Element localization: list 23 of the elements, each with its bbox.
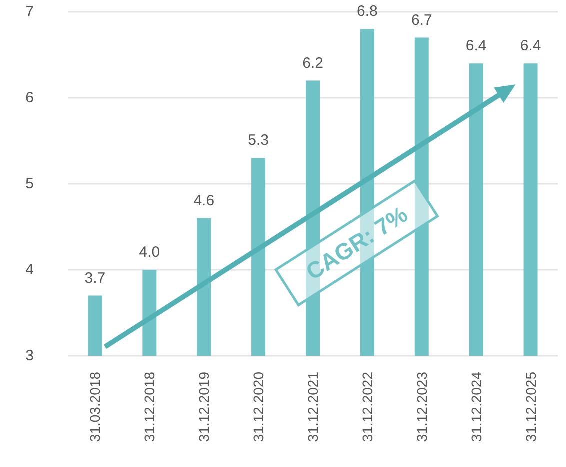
data-label: 6.8 (357, 3, 378, 20)
y-tick-label: 6 (26, 90, 34, 106)
x-tick-label: 31.12.2022 (359, 372, 376, 442)
data-label: 5.3 (248, 132, 269, 150)
x-tick-label: 31.12.2024 (468, 372, 484, 442)
y-tick-label: 7 (26, 4, 34, 20)
data-label: 4.6 (194, 192, 215, 210)
y-tick-label: 4 (26, 262, 34, 278)
x-tick-label: 31.12.2019 (196, 372, 212, 442)
x-tick-label: 31.12.2021 (305, 372, 321, 442)
x-tick-label: 31.12.2025 (522, 372, 539, 442)
data-label: 3.7 (84, 270, 106, 287)
y-tick-label: 3 (26, 348, 34, 364)
x-tick-label: 31.12.2018 (142, 372, 158, 442)
y-tick-label: 5 (26, 176, 34, 192)
x-tick-label: 31.12.2023 (414, 372, 430, 442)
x-tick-label: 31.03.2018 (87, 372, 104, 442)
data-label: 6.4 (520, 38, 542, 55)
x-tick-label: 31.12.2020 (250, 372, 267, 442)
data-label: 6.2 (302, 54, 324, 72)
data-label: 6.4 (466, 38, 487, 55)
data-label: 4.0 (139, 244, 160, 261)
data-label: 6.7 (411, 12, 432, 29)
